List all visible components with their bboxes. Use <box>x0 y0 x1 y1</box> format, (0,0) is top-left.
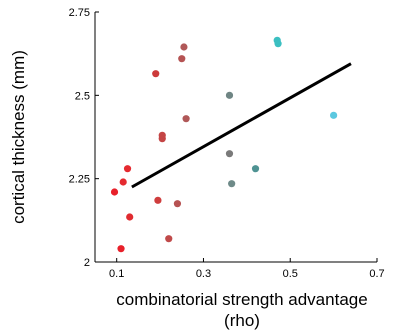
data-point <box>119 178 127 186</box>
data-point <box>152 70 160 78</box>
data-point <box>274 40 282 48</box>
data-point <box>251 165 260 173</box>
x-axis-title-line2: (rho) <box>224 311 260 330</box>
x-tick-label: 0.3 <box>196 268 211 280</box>
data-point <box>123 165 132 173</box>
data-point <box>126 213 134 221</box>
data-point <box>117 245 125 253</box>
data-point <box>225 150 234 158</box>
y-axis-title: cortical thickness (mm) <box>9 50 28 224</box>
data-point <box>154 196 162 204</box>
y-tick-label: 2.75 <box>69 7 90 19</box>
y-tick-label: 2.25 <box>69 174 90 186</box>
x-tick-label: 0.7 <box>369 268 384 280</box>
data-point <box>180 43 188 51</box>
data-point <box>182 115 190 123</box>
x-axis-title-line1: combinatorial strength advantage <box>116 290 367 309</box>
regression-line <box>131 62 352 189</box>
data-point <box>158 131 166 139</box>
data-points <box>110 36 338 253</box>
axes: 0.1 0.3 0.5 0.7 2 2.25 2.5 2.75 <box>69 7 385 280</box>
y-tick-label: 2 <box>84 257 90 269</box>
x-tick-label: 0.5 <box>283 268 298 280</box>
data-point <box>110 188 119 196</box>
data-point <box>173 200 182 208</box>
data-point <box>228 180 236 188</box>
data-point <box>165 235 173 243</box>
data-point <box>225 91 234 99</box>
regression-line-layer <box>131 62 352 189</box>
data-point <box>178 55 186 63</box>
y-tick-label: 2.5 <box>75 90 90 102</box>
data-point <box>330 111 338 119</box>
x-tick-label: 0.1 <box>109 268 124 280</box>
